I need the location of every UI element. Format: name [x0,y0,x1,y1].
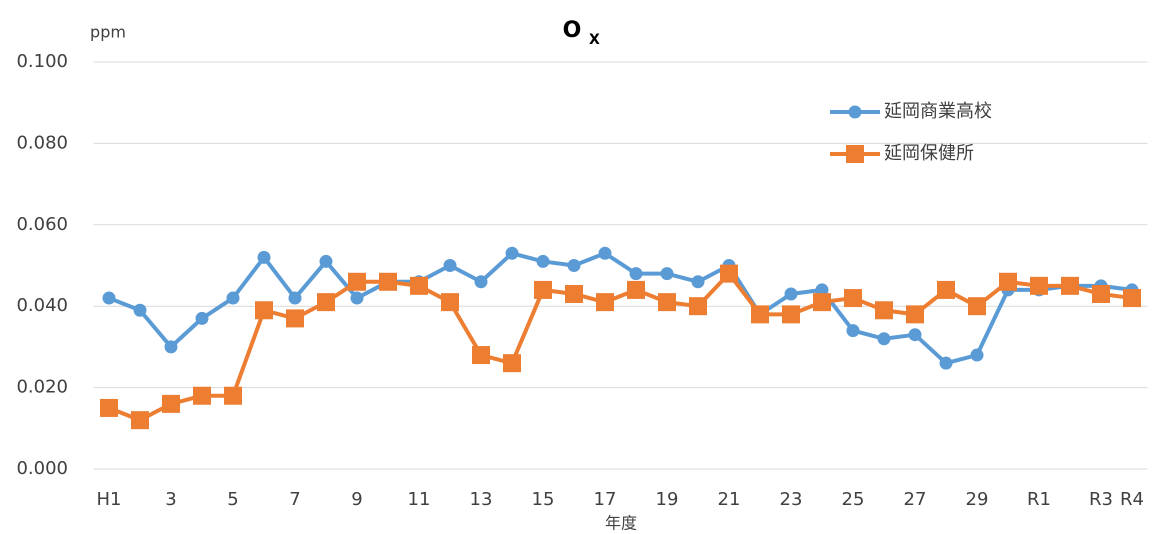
data-point [937,280,955,299]
x-tick-label: R4 [1120,489,1144,510]
data-point [193,386,211,405]
data-point [908,328,922,342]
data-point [255,301,273,320]
data-point [1030,276,1048,295]
data-point [751,305,769,324]
data-point [317,293,335,312]
data-point [813,293,831,312]
x-tick-label: 9 [351,489,362,510]
x-tick-label: 19 [656,489,679,510]
y-axis-label: ppm [90,23,126,42]
x-tick-label: 15 [532,489,555,510]
data-point [536,254,550,268]
x-tick-label: 3 [165,489,176,510]
data-point [720,264,738,283]
y-tick-label: 0.080 [16,132,68,153]
data-point [999,272,1017,291]
data-point [257,250,271,264]
y-tick-label: 0.060 [16,214,68,235]
chart-title-subscript: X [589,32,600,48]
data-point [877,332,891,346]
data-point [410,276,428,295]
y-tick-label: 0.020 [16,377,68,398]
x-tick-label: 17 [594,489,617,510]
data-point [441,293,459,312]
data-point [784,287,798,301]
data-point [133,303,147,317]
data-point [629,267,643,281]
legend-label: 延岡商業高校 [884,101,992,122]
data-point [567,259,581,272]
data-point [658,293,676,312]
data-point [782,305,800,324]
legend-label: 延岡保健所 [884,143,974,164]
data-point [379,272,397,291]
data-point [660,267,674,281]
y-tick-label: 0.100 [16,51,68,72]
data-point [288,291,302,305]
x-tick-label: 27 [904,489,927,510]
x-tick-label: R3 [1089,489,1113,510]
x-tick-label: 29 [966,489,989,510]
legend-marker [848,105,862,119]
x-tick-label: 21 [718,489,741,510]
data-point [319,254,333,268]
data-point [534,280,552,299]
x-tick-label: 11 [408,489,431,510]
data-point [164,340,178,354]
x-tick-label: R1 [1027,489,1051,510]
data-point [350,291,364,305]
data-point [596,293,614,312]
data-point [474,275,488,289]
data-point [844,289,862,308]
data-point [505,246,519,260]
series-line [108,271,1133,423]
data-point [875,301,893,320]
data-point [224,386,242,405]
data-point [970,348,984,362]
data-point [286,309,304,328]
x-tick-label: H1 [97,489,122,510]
y-tick-label: 0.000 [16,458,68,479]
data-point [102,291,116,305]
data-point [348,272,366,291]
legend-marker [846,145,864,163]
data-point [939,356,953,370]
data-point [195,311,209,325]
data-point [162,394,180,413]
data-point [443,259,457,272]
chart-title: O [563,18,582,43]
x-tick-label: 13 [470,489,493,510]
data-point [100,398,118,417]
series-line [108,251,1133,366]
data-point [598,246,612,260]
data-point [689,297,707,316]
data-point [968,297,986,316]
x-tick-label: 5 [227,489,238,510]
x-tick-label: 23 [780,489,803,510]
data-point [627,280,645,299]
data-point [472,346,490,365]
data-point [1092,284,1110,303]
data-point [131,411,149,430]
data-point [503,354,521,373]
data-point [1061,276,1079,295]
data-point [1123,289,1141,308]
x-axis-label: 年度 [605,514,637,533]
x-tick-label: 7 [289,489,300,510]
data-point [565,284,583,303]
data-point [226,291,240,305]
data-point [906,305,924,324]
data-point [691,275,705,289]
data-point [846,324,860,338]
y-tick-label: 0.040 [16,295,68,316]
x-tick-label: 25 [842,489,865,510]
